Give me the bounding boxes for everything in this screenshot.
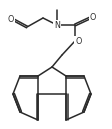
Text: O: O	[75, 37, 81, 46]
Text: N: N	[54, 21, 60, 30]
Text: O: O	[8, 15, 14, 25]
Text: O: O	[90, 14, 96, 22]
